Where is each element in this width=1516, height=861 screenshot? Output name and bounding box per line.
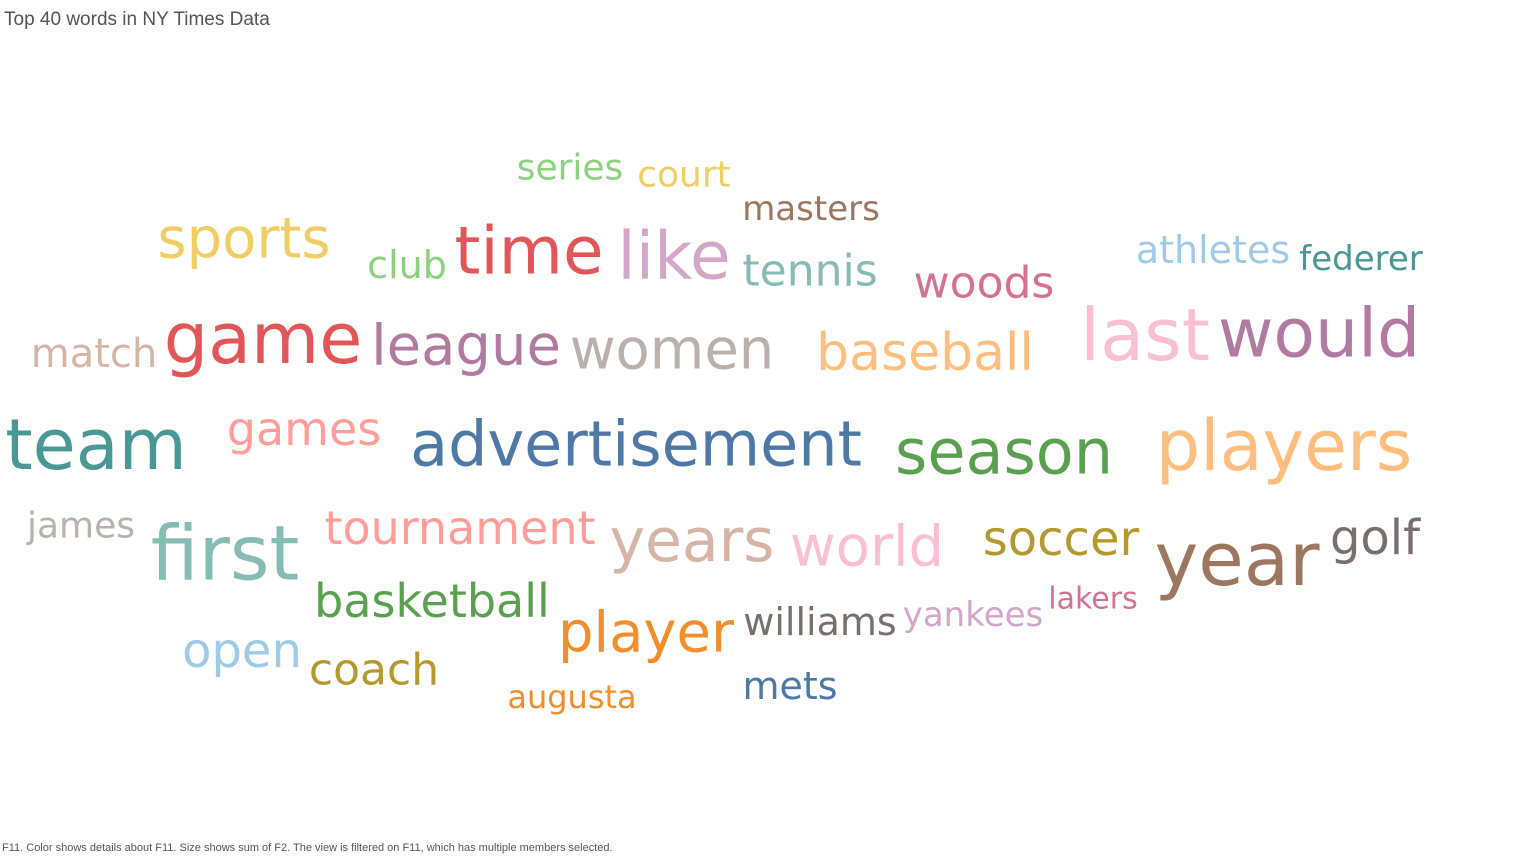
word-season[interactable]: season bbox=[895, 416, 1113, 489]
word-golf[interactable]: golf bbox=[1330, 510, 1421, 566]
word-like[interactable]: like bbox=[617, 218, 730, 295]
word-yankees[interactable]: yankees bbox=[903, 595, 1044, 635]
word-baseball[interactable]: baseball bbox=[816, 323, 1034, 383]
word-player[interactable]: player bbox=[558, 601, 735, 666]
word-athletes[interactable]: athletes bbox=[1136, 228, 1290, 272]
word-lakers[interactable]: lakers bbox=[1048, 582, 1137, 617]
word-first[interactable]: first bbox=[151, 509, 300, 598]
word-would[interactable]: would bbox=[1218, 295, 1420, 374]
word-club[interactable]: club bbox=[367, 243, 447, 287]
word-mets[interactable]: mets bbox=[742, 664, 837, 708]
word-women[interactable]: women bbox=[570, 318, 775, 383]
word-players[interactable]: players bbox=[1156, 405, 1413, 487]
word-court[interactable]: court bbox=[637, 155, 731, 196]
word-years[interactable]: years bbox=[609, 506, 774, 576]
word-basketball[interactable]: basketball bbox=[314, 574, 550, 628]
word-game[interactable]: game bbox=[164, 298, 363, 380]
word-team[interactable]: team bbox=[5, 404, 187, 486]
word-soccer[interactable]: soccer bbox=[983, 511, 1140, 567]
word-federer[interactable]: federer bbox=[1299, 239, 1423, 279]
word-advertisement[interactable]: advertisement bbox=[410, 408, 862, 481]
word-last[interactable]: last bbox=[1080, 293, 1210, 377]
word-time[interactable]: time bbox=[454, 213, 603, 290]
word-match[interactable]: match bbox=[31, 331, 158, 377]
word-year[interactable]: year bbox=[1154, 517, 1320, 603]
word-augusta[interactable]: augusta bbox=[507, 678, 636, 716]
chart-title: Top 40 words in NY Times Data bbox=[4, 9, 270, 30]
word-coach[interactable]: coach bbox=[309, 645, 439, 696]
chart-caption: F11. Color shows details about F11. Size… bbox=[2, 842, 613, 854]
word-sports[interactable]: sports bbox=[157, 207, 330, 272]
word-series[interactable]: series bbox=[517, 148, 624, 189]
word-masters[interactable]: masters bbox=[742, 189, 880, 229]
word-tournament[interactable]: tournament bbox=[324, 501, 595, 555]
word-league[interactable]: league bbox=[371, 314, 561, 379]
word-open[interactable]: open bbox=[182, 623, 302, 679]
word-tennis[interactable]: tennis bbox=[742, 246, 877, 297]
word-games[interactable]: games bbox=[227, 402, 381, 456]
word-world[interactable]: world bbox=[790, 515, 944, 580]
word-williams[interactable]: williams bbox=[743, 600, 896, 644]
word-james[interactable]: james bbox=[26, 506, 135, 547]
word-woods[interactable]: woods bbox=[914, 258, 1055, 309]
